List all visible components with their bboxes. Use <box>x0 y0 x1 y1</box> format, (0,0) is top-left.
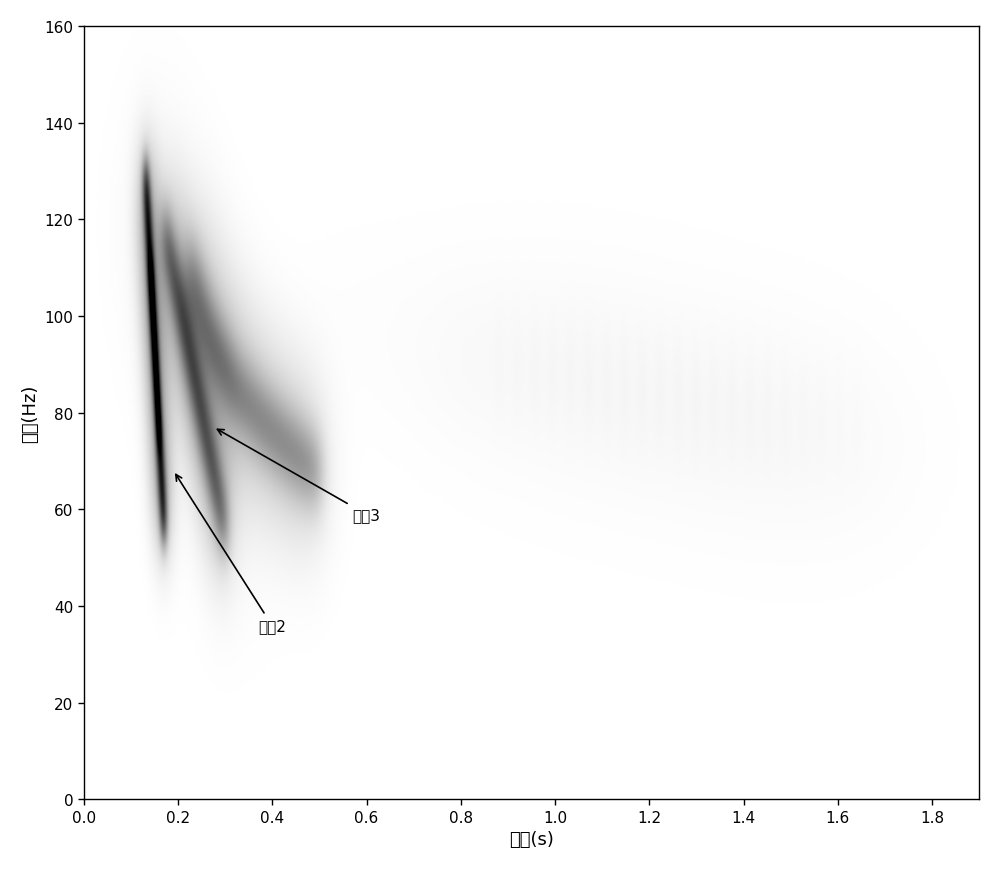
Y-axis label: 频率(Hz): 频率(Hz) <box>21 384 39 442</box>
Text: 模式3: 模式3 <box>217 430 380 522</box>
Text: 模式2: 模式2 <box>176 474 286 634</box>
X-axis label: 时间(s): 时间(s) <box>509 830 554 848</box>
